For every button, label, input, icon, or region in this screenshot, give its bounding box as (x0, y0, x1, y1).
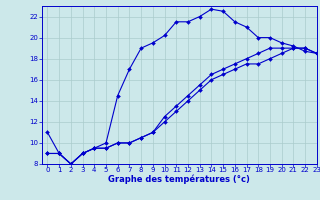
X-axis label: Graphe des températures (°c): Graphe des températures (°c) (108, 175, 250, 184)
